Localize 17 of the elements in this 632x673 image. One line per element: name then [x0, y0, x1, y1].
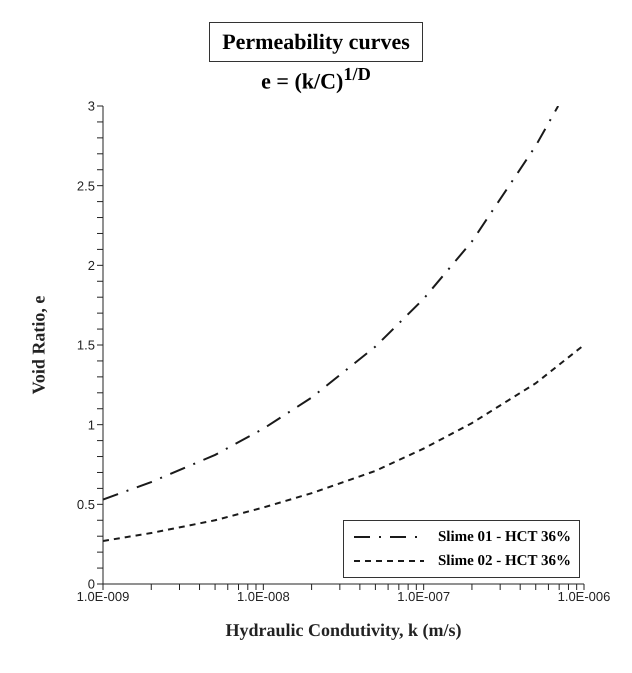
- x-axis-title: Hydraulic Condutivity, k (m/s): [225, 620, 462, 640]
- chart-title: Permeability curves: [209, 22, 423, 62]
- x-tick-label: 1.0E-007: [397, 590, 450, 605]
- x-tick-label: 1.0E-009: [76, 590, 130, 605]
- legend-label: Slime 01 - HCT 36%: [438, 528, 571, 548]
- y-axis-title: Void Ratio, e: [28, 296, 48, 395]
- chart-subtitle: e = (k/C)$^{1/D}$: [260, 64, 372, 94]
- x-tick-label: 1.0E-006: [558, 590, 610, 605]
- y-tick-label: 3: [88, 98, 95, 114]
- x-tick-label: 1.0E-008: [236, 590, 290, 605]
- y-tick-label: 0: [88, 576, 95, 592]
- y-tick-label: 1.5: [76, 338, 95, 353]
- y-tick-label: 0.5: [76, 497, 95, 512]
- y-tick-label: 1: [88, 418, 95, 433]
- y-tick-label: 2.5: [76, 178, 95, 194]
- y-tick-label: 2: [88, 258, 95, 274]
- legend-label: Slime 02 - HCT 36%: [438, 552, 571, 572]
